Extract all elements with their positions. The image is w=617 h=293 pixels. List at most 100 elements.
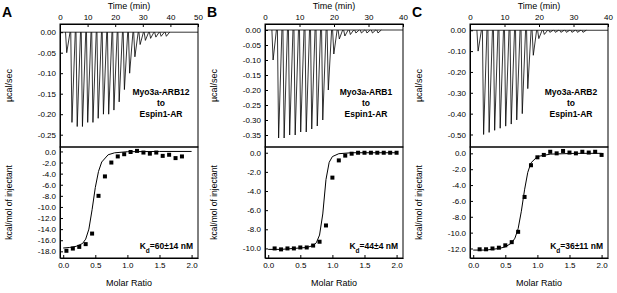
tick-label: -0.20 <box>38 110 57 119</box>
tick: 0.0 <box>263 255 275 270</box>
tick-label: 0 <box>263 13 268 22</box>
tick-label: 10 <box>296 13 305 22</box>
tick-label: -0.40 <box>448 110 467 119</box>
tick: -16.0 <box>38 236 63 245</box>
tick-label: 40 <box>399 13 408 22</box>
tick-label: 0.00 <box>40 28 56 37</box>
tick-label: -10.0 <box>38 203 57 212</box>
axis-line <box>471 258 609 259</box>
frame <box>470 147 608 258</box>
tick-label: 0.00 <box>245 26 261 35</box>
x-axis-title: Molar Ratio <box>311 278 357 288</box>
injection-peak <box>272 30 277 60</box>
tick: 0.5 <box>90 255 102 270</box>
y-axis: 0.0-2.0-4.0-6.0-8.0-10.0 <box>243 148 268 259</box>
injection-peak <box>305 30 310 132</box>
tick-mark <box>470 153 473 154</box>
tick-label: 0.0 <box>468 261 480 270</box>
tick-label: -2.0 <box>452 165 466 174</box>
tick-mark <box>397 255 398 258</box>
tick-label: 0 <box>468 13 473 22</box>
tick-label: 50 <box>194 13 203 22</box>
tick-mark <box>505 255 506 258</box>
tick-mark <box>60 229 63 230</box>
tick-label: -0.20 <box>448 68 467 77</box>
x-axis: 01020304050 <box>58 13 203 27</box>
tick-label: -12.0 <box>38 214 57 223</box>
axis-line <box>61 24 199 25</box>
injection-peak <box>160 32 165 36</box>
tick-mark <box>192 255 193 258</box>
baseline <box>265 30 403 31</box>
tick-mark <box>268 255 269 258</box>
tick: -0.50 <box>448 131 473 140</box>
tick: 0.00 <box>450 26 473 35</box>
injection-peak <box>107 32 112 114</box>
tick-mark <box>198 24 199 27</box>
tick-label: 2.0 <box>187 261 199 270</box>
tick: 0.0 <box>468 255 480 270</box>
tick-label: -18.0 <box>38 247 57 256</box>
annotation: Kd=44±4 nM <box>349 241 398 254</box>
frame <box>265 24 403 147</box>
injection-peak <box>113 32 118 110</box>
x-axis-title: Time (min) <box>108 1 151 11</box>
data-point <box>109 161 113 165</box>
tick: 1.0 <box>532 255 544 270</box>
tick-mark <box>265 75 268 76</box>
tick-mark <box>332 255 333 258</box>
injection-peak <box>92 32 97 122</box>
axis-line <box>265 148 266 259</box>
x-axis: 010203040 <box>468 13 613 27</box>
axis-line <box>470 25 471 148</box>
tick-label: -8.0 <box>247 225 261 234</box>
injection-peak <box>565 30 570 32</box>
tick-mark <box>265 248 268 249</box>
tick: -0.20 <box>243 86 268 95</box>
tick: -10.0 <box>38 203 63 212</box>
tick-label: 20 <box>111 13 120 22</box>
tick-mark <box>265 60 268 61</box>
tick: 40 <box>604 13 613 27</box>
y-axis-title: µcal/sec <box>209 68 219 102</box>
injection-peak <box>300 30 305 132</box>
tick-mark <box>115 24 116 27</box>
tick-label: -6.0 <box>452 197 466 206</box>
tick-mark <box>470 201 473 202</box>
tick-label: 0.0 <box>250 149 262 158</box>
annotation: Myo3a-ARB1 <box>340 87 393 97</box>
tick-mark <box>608 24 609 27</box>
tick-mark <box>60 240 63 241</box>
tick-label: -2.0 <box>247 168 261 177</box>
tick-label: 40 <box>604 13 613 22</box>
axis-line <box>60 148 61 259</box>
tick: 30 <box>139 13 148 27</box>
y-axis: 0.00-0.10-0.20-0.30-0.40-0.50 <box>448 25 473 148</box>
tick-label: -4.0 <box>42 170 56 179</box>
tick-mark <box>60 196 63 197</box>
tick: -0.05 <box>243 41 268 50</box>
tick-label: -0.25 <box>38 131 57 140</box>
tick-label: 1.0 <box>532 261 544 270</box>
figure: 010203040500.00-0.05-0.10-0.15-0.20-0.25… <box>0 0 617 293</box>
tick: -6.0 <box>42 181 63 190</box>
data-point <box>561 149 565 153</box>
tick: 30 <box>570 13 579 27</box>
x-axis: 0.00.51.01.52.0 <box>263 255 403 270</box>
tick-mark <box>265 135 268 136</box>
tick-label: -0.15 <box>243 71 262 80</box>
injection-peak <box>149 32 154 38</box>
tick: 0.00 <box>245 26 268 35</box>
annotation: to <box>157 98 165 108</box>
tick-mark <box>265 191 268 192</box>
x-axis: 0.00.51.01.52.0 <box>468 255 608 270</box>
tick: 1.5 <box>359 255 371 270</box>
data-point <box>103 174 107 178</box>
tick-label: 0.00 <box>450 26 466 35</box>
injection-peak <box>155 32 160 37</box>
injection-peak <box>549 30 554 32</box>
y-axis-title: kcal/mol of injectant <box>4 165 14 240</box>
axis-line <box>266 258 404 259</box>
tick-label: 0.0 <box>263 261 275 270</box>
annotation: Espin1-AR <box>140 109 183 119</box>
